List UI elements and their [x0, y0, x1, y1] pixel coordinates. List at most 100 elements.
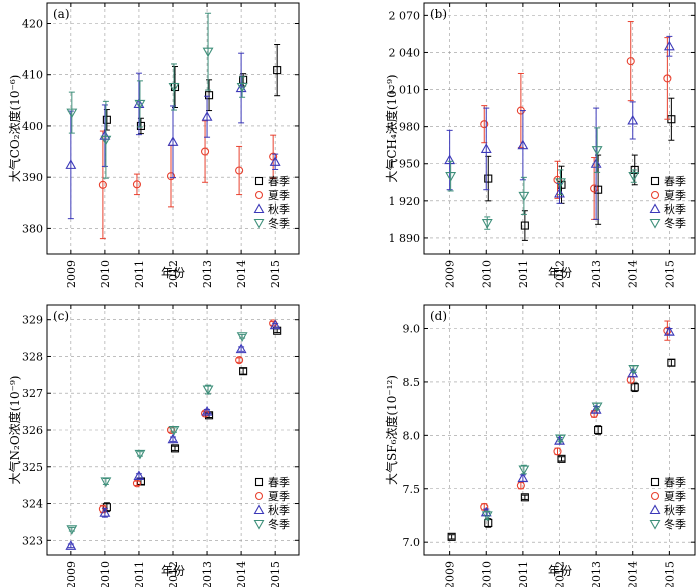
y-tick-label: 400: [22, 120, 43, 133]
legend-marker: [254, 477, 264, 487]
series-triangle-up: [65, 52, 281, 220]
legend-marker: [253, 519, 265, 530]
x-tick-label: 2010: [480, 260, 493, 288]
legend-marker: [254, 190, 264, 200]
data-point: [628, 365, 640, 375]
data-point: [445, 172, 457, 182]
legend-label: 春季: [664, 175, 686, 188]
data-point: [663, 40, 675, 51]
data-point: [626, 57, 635, 66]
x-tick-label: 2015: [663, 260, 676, 288]
y-tick-label: 327: [22, 387, 43, 400]
data-point: [520, 493, 529, 502]
y-tick-label: 326: [22, 424, 43, 437]
x-tick-label: 2013: [590, 561, 603, 587]
data-point: [269, 156, 281, 166]
data-point: [591, 402, 603, 413]
legend-marker: [649, 519, 661, 530]
x-axis-label: 年份: [161, 266, 185, 280]
data-point: [667, 358, 676, 367]
data-point: [168, 425, 180, 436]
data-point: [166, 172, 176, 181]
data-point: [557, 454, 566, 463]
series-triangle-up: [444, 35, 675, 220]
series-triangle-up: [480, 326, 675, 517]
legend-marker: [649, 504, 661, 515]
data-point: [628, 172, 640, 182]
data-point: [134, 99, 146, 110]
data-point: [518, 191, 530, 202]
data-point: [630, 383, 639, 392]
data-point: [136, 121, 145, 130]
data-point: [99, 507, 111, 517]
legend-label: 春季: [664, 476, 686, 489]
x-tick-label: 2011: [133, 561, 146, 587]
legend-marker: [253, 218, 265, 229]
x-tick-label: 2013: [201, 561, 214, 587]
x-tick-label: 2010: [99, 561, 112, 587]
legend-label: 秋季: [664, 202, 686, 216]
series-triangle-down: [481, 365, 640, 522]
legend-label: 冬季: [268, 517, 290, 531]
data-point: [65, 159, 77, 169]
series-triangle-down: [66, 332, 248, 535]
panel-d: 7.0 7.5 8.0 8.5 9.0 2009 2010 2011 2012 2013 2014 2…: [384, 304, 696, 587]
x-tick-label: 2014: [235, 260, 248, 288]
data-point: [555, 178, 566, 188]
data-point: [205, 91, 214, 100]
data-point: [590, 409, 599, 419]
panel-tag: (a): [53, 7, 70, 21]
data-point: [99, 130, 111, 140]
data-point: [591, 146, 603, 156]
y-tick-label: 380: [22, 222, 43, 235]
x-tick-label: 2010: [480, 561, 493, 587]
y-tick-label: 390: [22, 171, 43, 184]
data-point: [134, 449, 146, 460]
data-point: [590, 184, 599, 193]
x-tick-label: 2015: [269, 260, 282, 288]
y-tick-label: 2 070: [389, 9, 421, 22]
y-tick-label: 1 890: [389, 232, 421, 245]
y-tick-label: 325: [22, 461, 43, 474]
data-point: [484, 174, 493, 183]
legend-label: 春季: [268, 476, 290, 489]
legend-label: 夏季: [664, 490, 686, 503]
y-tick-label: 329: [22, 314, 43, 327]
y-tick-label: 328: [22, 350, 43, 363]
series-square: [484, 97, 676, 241]
x-tick-label: 2015: [269, 561, 282, 587]
y-axis-label: 大气CO₂浓度(10⁻⁶): [7, 75, 22, 183]
data-point: [168, 82, 180, 93]
y-tick-label: 1 950: [389, 158, 421, 171]
data-point: [132, 180, 141, 189]
x-tick-label: 2014: [235, 561, 248, 587]
x-tick-label: 2012: [554, 260, 567, 288]
legend-marker: [649, 218, 661, 229]
data-point: [517, 472, 529, 483]
data-point: [202, 47, 214, 58]
data-point: [235, 356, 244, 365]
data-point: [554, 187, 565, 198]
x-tick-label: 2011: [133, 260, 146, 288]
legend-marker: [650, 491, 660, 501]
y-tick-label: 324: [22, 498, 43, 511]
data-point: [98, 180, 107, 189]
y-tick-label: 8.0: [403, 429, 421, 442]
data-point: [102, 115, 111, 124]
y-axis-label: 大气N₂O浓度(10⁻⁹): [7, 376, 22, 485]
y-tick-label: 2 040: [389, 46, 421, 59]
x-tick-label: 2009: [444, 561, 457, 587]
data-point: [480, 120, 489, 129]
data-point: [273, 66, 282, 75]
panel-tag: (d): [430, 309, 447, 323]
x-tick-label: 2013: [590, 260, 603, 288]
y-axis-label: 大气SF₆浓度(10⁻¹²): [384, 375, 399, 485]
series-square: [447, 358, 676, 541]
x-tick-label: 2015: [663, 561, 676, 587]
data-point: [239, 367, 248, 376]
legend-marker: [254, 491, 264, 501]
